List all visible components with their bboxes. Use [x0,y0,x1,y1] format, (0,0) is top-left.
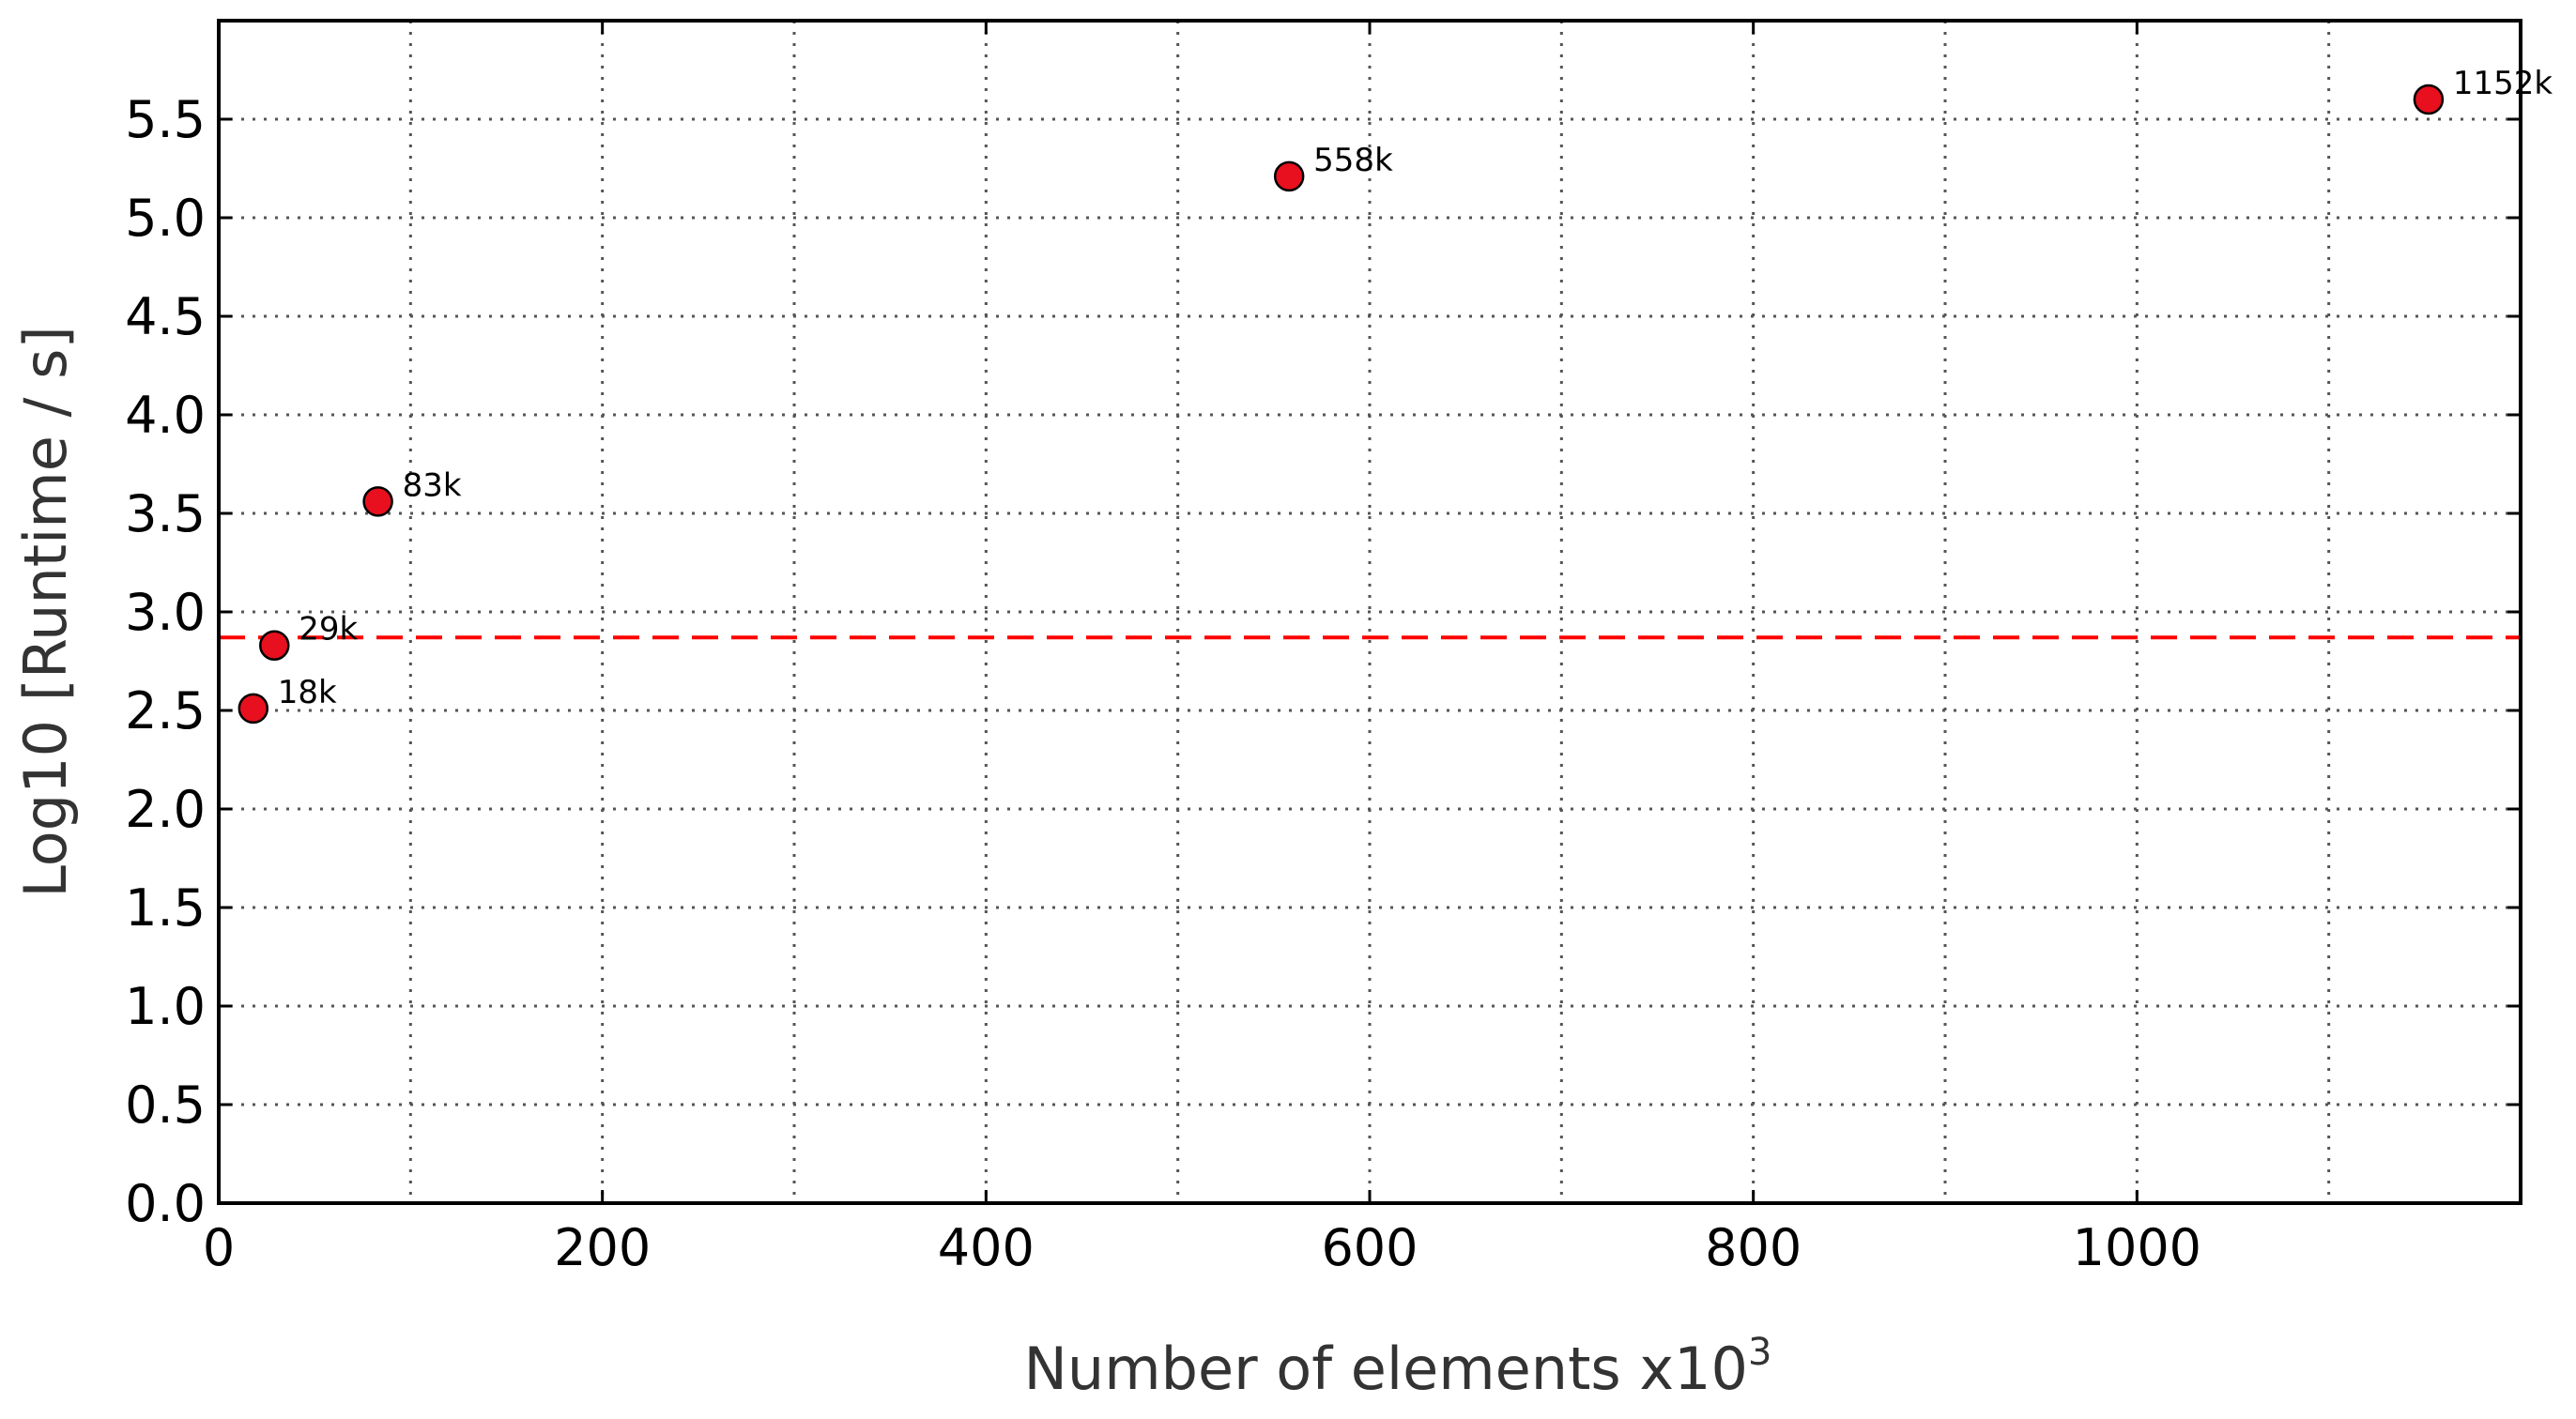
y-axis-label: Log10 [Runtime / s] [11,326,80,897]
data-point [238,693,269,725]
y-tick-label: 0.5 [125,1076,206,1135]
y-tick-label: 2.5 [125,681,206,740]
x-tick-label: 200 [554,1218,651,1277]
x-axis-label-superscript: 3 [1748,1331,1771,1374]
x-tick-label: 400 [938,1218,1035,1277]
ticks-layer: 0 200 400 600 800 1000 0.0 0.5 1.0 1.5 2.0 2.5 3.0 3.… [125,21,2521,1277]
y-tick-label: 4.0 [125,386,206,445]
x-tick-label: 0 [203,1218,235,1277]
point-label: 558k [1313,142,1393,179]
x-axis-label: Number of elements x103 [1024,1331,1772,1403]
y-tick-label: 3.0 [125,583,206,642]
data-point [1273,160,1305,192]
data-point [2413,84,2445,115]
y-tick-label: 4.5 [125,287,206,346]
y-tick-label: 3.5 [125,484,206,543]
data-points-layer: 18k 29k 83k 558k 1152k [238,65,2553,725]
y-tick-label: 2.0 [125,780,206,839]
y-tick-label: 1.5 [125,878,206,938]
point-label: 1152k [2453,65,2553,102]
x-tick-label: 800 [1705,1218,1802,1277]
x-tick-label: 600 [1321,1218,1418,1277]
point-label: 29k [299,611,358,648]
x-axis-label-main: Number of elements x10 [1024,1335,1749,1403]
data-point [259,630,290,661]
point-label: 18k [278,674,337,711]
y-tick-label: 0.0 [125,1174,206,1233]
grid-layer [219,21,2521,1203]
y-tick-label: 1.0 [125,977,206,1036]
y-tick-label: 5.0 [125,189,206,248]
x-tick-label: 1000 [2073,1218,2201,1277]
y-tick-label: 5.5 [125,90,206,149]
point-label: 83k [403,466,462,504]
data-point [362,486,393,517]
